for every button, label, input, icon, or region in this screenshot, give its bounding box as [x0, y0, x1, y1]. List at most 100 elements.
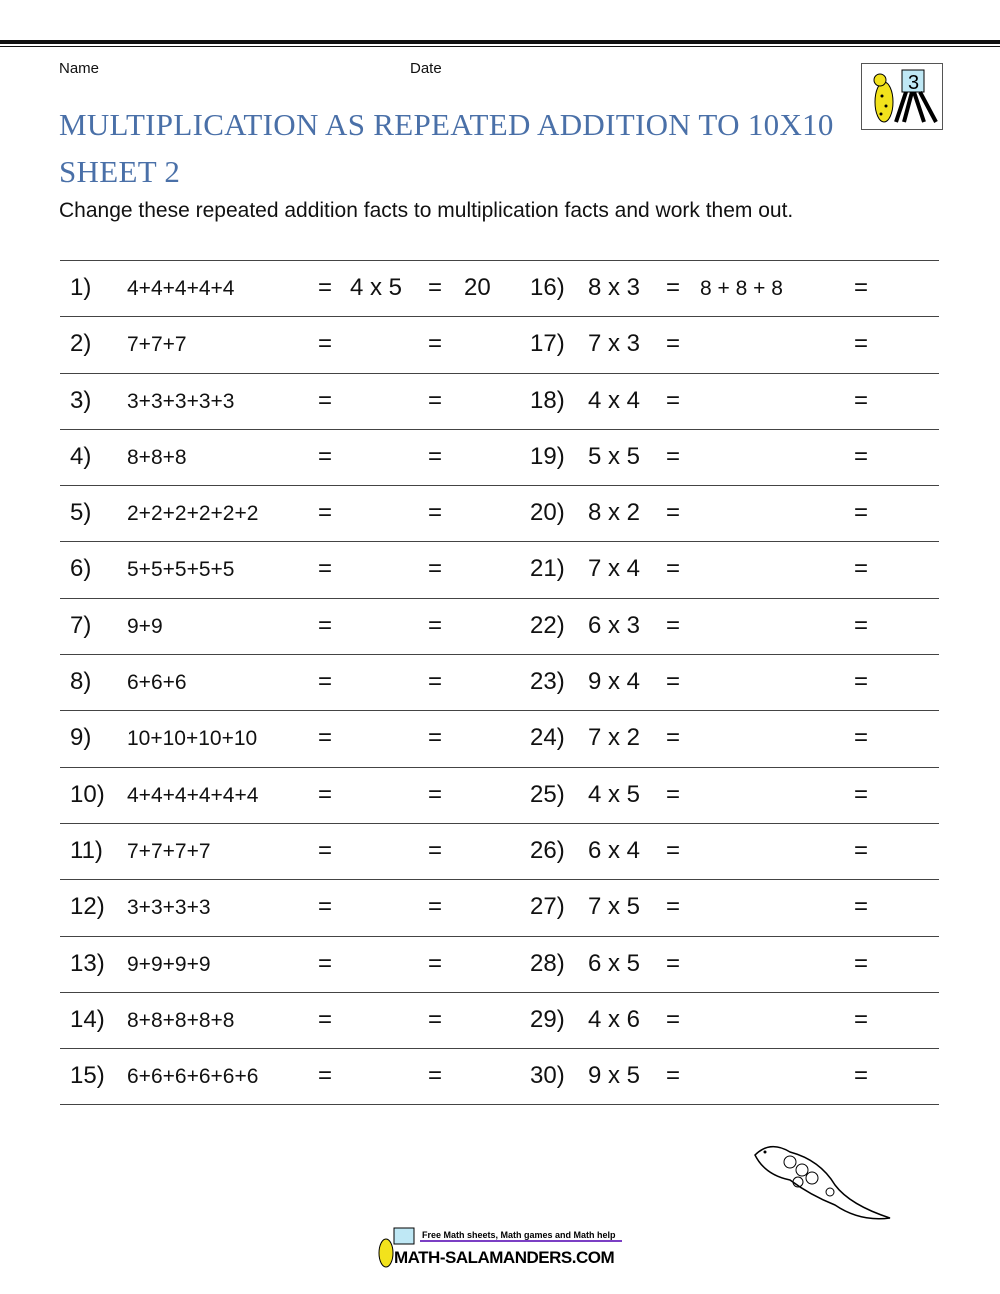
equals-sign: = [666, 1062, 681, 1090]
multiplication-fact: 7 x 3 [588, 330, 641, 358]
equals-sign: = [666, 386, 681, 414]
equals-sign: = [428, 949, 443, 977]
repeated-addition: 2+2+2+2+2+2 [127, 502, 259, 526]
problem-number: 20) [530, 499, 565, 527]
multiplication-fact: 8 x 3 [588, 274, 641, 301]
equals-sign: = [666, 555, 681, 583]
equals-sign: = [854, 780, 869, 808]
equals-sign: = [666, 780, 681, 808]
equals-sign: = [666, 330, 681, 358]
equals-sign: = [318, 949, 333, 977]
repeated-addition: 7+7+7 [127, 333, 187, 357]
problem-number: 1) [70, 274, 92, 301]
equals-sign: = [428, 330, 443, 358]
problem-row: 4) 8+8+8 = = 19) 5 x 5 = = [60, 430, 939, 487]
multiplication-fact: 4 x 4 [588, 386, 641, 414]
equals-sign: = [318, 442, 333, 470]
instructions: Change these repeated addition facts to … [59, 199, 794, 222]
repeated-addition: 6+6+6+6+6+6 [127, 1065, 259, 1089]
top-rule [0, 40, 1000, 44]
footer-site: MATH-SALAMANDERS.COM [394, 1248, 614, 1267]
problem-number: 29) [530, 1005, 565, 1033]
repeated-addition: 4+4+4+4+4 [127, 277, 235, 300]
repeated-addition: 8+8+8+8+8 [127, 1008, 235, 1032]
equals-sign: = [318, 611, 333, 639]
problem-number: 24) [530, 724, 565, 752]
equals-sign: = [854, 330, 869, 358]
problem-row: 5) 2+2+2+2+2+2 = = 20) 8 x 2 = = [60, 486, 939, 543]
problem-row: 10) 4+4+4+4+4+4 = = 25) 4 x 5 = = [60, 768, 939, 824]
multiplication-answer: 4 x 5 [350, 274, 403, 301]
problem-number: 28) [530, 949, 565, 977]
repeated-addition: 6+6+6 [127, 671, 187, 695]
problem-number: 4) [70, 442, 92, 470]
multiplication-fact: 6 x 4 [588, 836, 641, 864]
problem-number: 13) [70, 949, 105, 977]
repeated-addition: 3+3+3+3+3 [127, 389, 235, 413]
salamander-logo: 3 [861, 63, 943, 130]
problem-row: 11) 7+7+7+7 = = 26) 6 x 4 = = [60, 824, 939, 881]
equals-sign: = [854, 386, 869, 414]
repeated-addition: 3+3+3+3 [127, 896, 211, 920]
multiplication-fact: 7 x 4 [588, 555, 641, 583]
equals-sign: = [854, 611, 869, 639]
equals-sign: = [666, 949, 681, 977]
multiplication-fact: 8 x 2 [588, 499, 641, 527]
equals-sign: = [318, 724, 333, 752]
equals-sign: = [318, 555, 333, 583]
problem-number: 23) [530, 668, 565, 696]
problem-table: 1) 4+4+4+4+4 = 4 x 5 = 20 16) 8 x 3 = 8 + 8 + 8 = 2… [60, 260, 939, 1106]
problem-number: 7) [70, 611, 92, 639]
equals-sign: = [428, 386, 443, 414]
equals-sign: = [428, 1062, 443, 1090]
equals-sign: = [318, 780, 333, 808]
problem-row: 7) 9+9 = = 22) 6 x 3 = = [60, 599, 939, 656]
logo-number: 3 [908, 72, 919, 94]
repeated-addition: 9+9+9+9 [127, 952, 211, 976]
multiplication-fact: 9 x 4 [588, 668, 641, 696]
problem-row: 13) 9+9+9+9 = = 28) 6 x 5 = = [60, 937, 939, 993]
problem-row: 14) 8+8+8+8+8 = = 29) 4 x 6 = = [60, 993, 939, 1050]
repeated-addition-answer: 8 + 8 + 8 [700, 277, 783, 300]
equals-sign: = [854, 442, 869, 470]
salamander-illustration [750, 1140, 900, 1230]
repeated-addition: 5+5+5+5+5 [127, 558, 235, 582]
equals-sign: = [428, 780, 443, 808]
problem-row: 9) 10+10+10+10 = = 24) 7 x 2 = = [60, 711, 939, 768]
multiplication-fact: 4 x 6 [588, 1005, 641, 1033]
repeated-addition: 8+8+8 [127, 445, 187, 469]
problem-number: 30) [530, 1062, 565, 1090]
problem-number: 8) [70, 668, 92, 696]
equals-sign: = [666, 836, 681, 864]
equals-sign: = [854, 836, 869, 864]
equals-sign: = [318, 893, 333, 921]
problem-number: 6) [70, 555, 92, 583]
problem-row: 12) 3+3+3+3 = = 27) 7 x 5 = = [60, 880, 939, 937]
equals-sign: = [428, 1005, 443, 1033]
equals-sign: = [666, 274, 681, 301]
problem-number: 27) [530, 893, 565, 921]
problem-number: 25) [530, 780, 565, 808]
equals-sign: = [854, 274, 869, 301]
problem-number: 11) [70, 836, 103, 864]
equals-sign: = [428, 668, 443, 696]
page-title: MULTIPLICATION AS REPEATED ADDITION TO 1… [59, 107, 834, 142]
problem-number: 5) [70, 499, 92, 527]
equals-sign: = [318, 330, 333, 358]
equals-sign: = [666, 611, 681, 639]
problem-row: 2) 7+7+7 = = 17) 7 x 3 = = [60, 317, 939, 374]
equals-sign: = [428, 836, 443, 864]
problem-number: 18) [530, 386, 565, 414]
footer-tagline: Free Math sheets, Math games and Math he… [422, 1230, 616, 1240]
multiplication-fact: 6 x 3 [588, 611, 641, 639]
equals-sign: = [318, 1062, 333, 1090]
equals-sign: = [428, 724, 443, 752]
problem-row: 3) 3+3+3+3+3 = = 18) 4 x 4 = = [60, 374, 939, 430]
equals-sign: = [318, 1005, 333, 1033]
equals-sign: = [854, 499, 869, 527]
equals-sign: = [428, 499, 443, 527]
problem-number: 9) [70, 724, 92, 752]
multiplication-fact: 7 x 2 [588, 724, 641, 752]
equals-sign: = [666, 668, 681, 696]
